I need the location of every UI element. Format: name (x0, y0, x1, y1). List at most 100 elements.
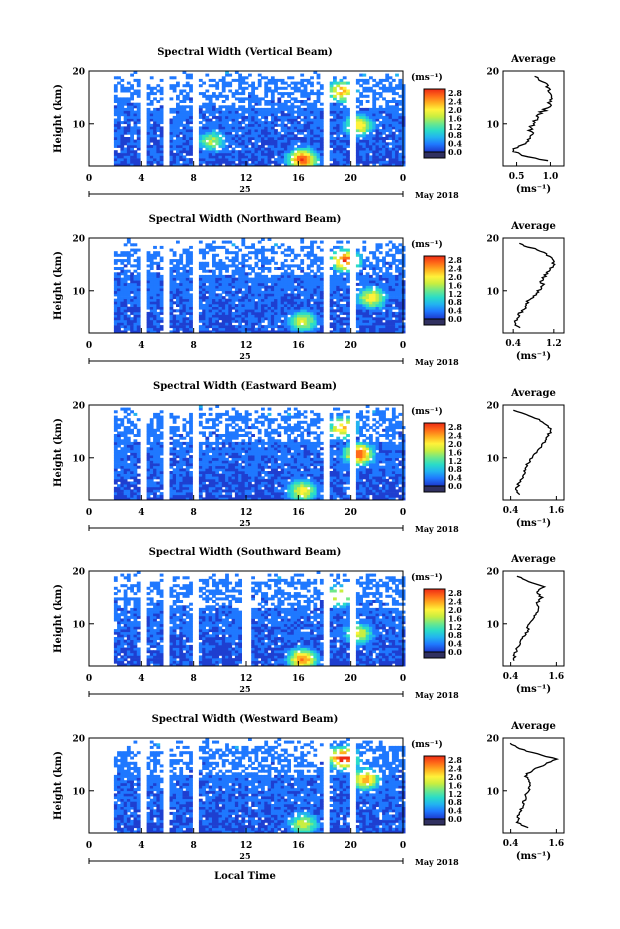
heatmap-cell (375, 126, 380, 130)
heatmap-cell (369, 113, 373, 117)
panel-3: Spectral Width (Eastward Beam)Height (km… (53, 381, 565, 534)
heatmap-cell (205, 473, 210, 477)
heatmap-cell (202, 269, 206, 273)
heatmap-cell (231, 256, 236, 260)
heatmap-cell (313, 139, 318, 143)
heatmap-cell (290, 121, 295, 125)
heatmap-cell (280, 144, 285, 148)
heatmap-cell (319, 285, 324, 289)
heatmap-cell (172, 420, 177, 424)
heatmap-cell (283, 296, 288, 300)
heatmap-cell (130, 319, 134, 323)
heatmap-cell (277, 298, 282, 302)
heatmap-cell (385, 113, 390, 117)
heatmap-cell (372, 134, 377, 138)
heatmap-cell (202, 449, 206, 453)
heatmap-cell (113, 94, 118, 98)
heatmap-cell (316, 76, 321, 80)
heatmap-cell (123, 290, 128, 294)
heatmap-cell (234, 139, 239, 143)
heatmap-cell (202, 322, 206, 326)
heatmap-cell (179, 309, 184, 313)
heatmap-cell (251, 107, 255, 111)
heatmap-cell (241, 311, 246, 315)
heatmap-cell (172, 107, 177, 111)
heatmap-cell (153, 274, 157, 278)
heatmap-cell (264, 139, 269, 143)
heatmap-cell (185, 261, 190, 265)
heatmap-cell (398, 139, 403, 143)
heatmap-cell (267, 137, 272, 140)
heatmap-cell (172, 139, 177, 143)
heatmap-cell (136, 107, 141, 111)
heatmap-cell (333, 293, 337, 297)
heatmap-cell (375, 296, 380, 300)
heatmap-cell (179, 92, 184, 96)
heatmap-cell (329, 306, 334, 310)
heatmap-cell (123, 311, 128, 315)
heatmap-cell (251, 322, 255, 326)
heatmap-cell (319, 129, 324, 133)
heatmap-cell (189, 150, 193, 154)
heatmap-cell (179, 290, 184, 294)
heatmap-cell (185, 431, 190, 435)
heatmap-cell (156, 325, 161, 329)
heatmap-cell (189, 489, 193, 493)
heatmap-cell (234, 150, 239, 154)
heatmap-cell (159, 110, 164, 114)
heatmap-cell (248, 129, 252, 133)
heatmap-cell (120, 455, 125, 459)
heatmap-cell (123, 272, 128, 276)
heatmap-cell (202, 290, 206, 294)
heatmap-cell (172, 418, 177, 422)
heatmap-cell (212, 269, 216, 273)
heatmap-cell (117, 476, 121, 480)
heatmap-cell (117, 102, 121, 106)
heatmap-cell (313, 319, 318, 323)
heatmap-cell (287, 84, 291, 88)
heatmap-cell (244, 118, 249, 122)
heatmap-cell (339, 256, 344, 260)
heatmap-cell (185, 126, 190, 130)
heatmap-cell (231, 319, 236, 323)
heatmap-cell (369, 261, 373, 265)
heatmap-cell (287, 144, 291, 148)
heatmap-cell (146, 92, 151, 96)
heatmap-cell (133, 131, 138, 135)
heatmap-cell (221, 94, 226, 98)
heatmap-cell (283, 330, 288, 334)
heatmap-cell (270, 256, 275, 260)
heatmap-cell (365, 314, 370, 318)
heatmap-cell (385, 100, 390, 103)
heatmap-cell (306, 277, 311, 281)
heatmap-cell (228, 142, 233, 146)
heatmap-cell (365, 134, 370, 138)
heatmap-cell (257, 139, 262, 143)
heatmap-cell (205, 447, 210, 451)
heatmap-cell (251, 160, 255, 164)
heatmap-cell (234, 144, 239, 148)
heatmap-cell (169, 272, 174, 276)
heatmap-cell (156, 481, 161, 485)
heatmap-cell (346, 92, 350, 96)
heatmap-cell (306, 288, 311, 292)
heatmap-cell (202, 256, 206, 260)
heatmap-cell (189, 285, 193, 289)
heatmap-cell (342, 150, 347, 154)
heatmap-cell (310, 322, 314, 326)
heatmap-cell (133, 118, 138, 122)
heatmap-cell (382, 277, 386, 281)
heatmap-cell (159, 259, 164, 263)
heatmap-cell (182, 497, 187, 501)
heatmap-cell (176, 277, 180, 281)
heatmap-cell (225, 134, 229, 138)
heatmap-cell (198, 298, 203, 302)
heatmap-cell (113, 452, 118, 456)
heatmap-cell (185, 150, 190, 154)
heatmap-cell (176, 293, 180, 297)
heatmap-cell (215, 126, 220, 130)
heatmap-cell (342, 100, 347, 103)
heatmap-cell (172, 468, 177, 472)
heatmap-cell (388, 134, 393, 138)
heatmap-cell (225, 317, 229, 321)
